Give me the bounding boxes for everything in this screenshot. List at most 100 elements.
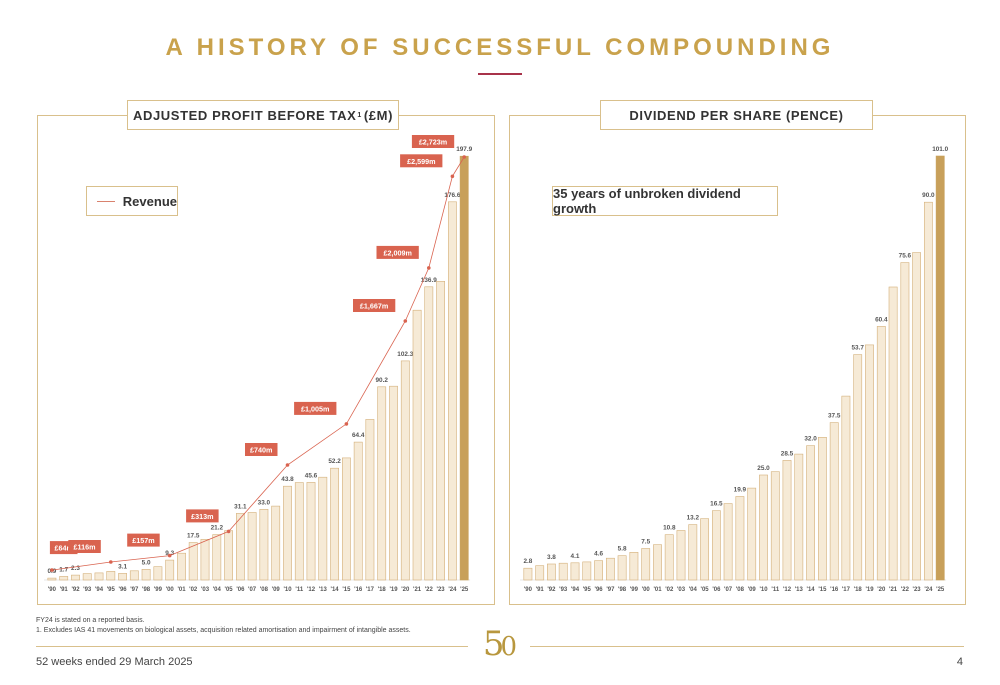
bar-profit-3 (82, 573, 92, 581)
revenue-point (403, 319, 408, 323)
revenue-callout-label: £64m (55, 544, 73, 553)
footer-rule-right (530, 646, 964, 647)
bar-profit-2 (71, 574, 80, 581)
revenue-callout-label: £1,005m (301, 404, 329, 413)
bar-value-label: 1.7 (59, 566, 68, 573)
profit-chart-title: ADJUSTED PROFIT BEFORE TAX 1 (£M) (127, 100, 399, 130)
bar-dividend-18 (735, 496, 745, 581)
x-tick-label: '11 (771, 587, 779, 593)
x-tick-label: '96 (595, 587, 604, 593)
x-tick-label: '11 (295, 587, 303, 593)
bar-value-label: 19.9 (734, 487, 747, 494)
bar-value-label: 32.0 (804, 436, 817, 443)
bar-value-label: 4.6 (594, 551, 603, 558)
x-tick-label: '98 (618, 587, 627, 593)
bar-profit-29 (389, 385, 398, 581)
bar-value-label: 136.9 (421, 277, 437, 284)
bar-dividend-15 (700, 518, 709, 581)
bar-dividend-9 (629, 551, 639, 581)
bar-value-label: 90.0 (922, 192, 935, 199)
bar-dividend-29 (865, 344, 874, 581)
x-tick-label: '23 (437, 587, 446, 593)
bar-dividend-20 (759, 474, 768, 581)
bar-profit-5 (106, 571, 116, 581)
bar-value-label: 9.3 (165, 550, 174, 557)
x-tick-label: '95 (107, 587, 116, 593)
bar-dividend-16 (711, 510, 721, 581)
bar-profit-10 (165, 559, 175, 581)
x-tick-label: '96 (119, 587, 128, 593)
page-title: A HISTORY OF SUCCESSFUL COMPOUNDING (165, 34, 835, 61)
revenue-callout-box (68, 540, 101, 553)
bar-profit-13 (200, 538, 210, 581)
x-tick-label: '13 (319, 587, 328, 593)
bar-value-label: 13.2 (687, 515, 700, 522)
bar-profit-16 (236, 513, 245, 581)
bar-dividend-17 (723, 503, 733, 581)
bar-dividend-11 (653, 544, 662, 581)
bar-dividend-3 (558, 562, 568, 581)
revenue-callout-box (294, 401, 337, 415)
x-tick-label: '18 (854, 587, 863, 593)
revenue-point (167, 553, 172, 558)
bar-dividend-28 (853, 354, 863, 581)
x-tick-label: '14 (331, 587, 340, 593)
bar-profit-28 (377, 386, 387, 581)
bar-value-label: 176.6 (444, 192, 460, 199)
bar-value-label: 197.9 (456, 146, 472, 153)
bar-dividend-27 (841, 395, 851, 581)
revenue-point (109, 560, 113, 564)
x-tick-label: '15 (342, 587, 351, 593)
bar-value-label: 102.3 (397, 351, 413, 358)
footnote-marker: 1 (357, 111, 362, 119)
bar-value-label: 64.4 (352, 432, 365, 439)
bar-value-label: 7.5 (641, 539, 650, 546)
bar-dividend-24 (806, 445, 815, 581)
revenue-callout-label: £2,599m (407, 157, 435, 166)
x-tick-label: '02 (665, 587, 674, 593)
bar-dividend-23 (794, 453, 804, 581)
dividend-annotation-text: 35 years of unbroken dividend growth (553, 186, 741, 216)
revenue-callout-label: £740m (250, 446, 272, 455)
x-tick-label: '20 (401, 587, 410, 593)
bar-profit-7 (129, 570, 139, 581)
x-tick-label: '03 (201, 587, 210, 593)
x-tick-label: '21 (889, 587, 898, 593)
revenue-point (450, 174, 455, 179)
revenue-callout-box (127, 533, 160, 547)
revenue-point (427, 266, 431, 270)
bar-dividend-5 (582, 561, 592, 581)
bar-profit-11 (177, 552, 186, 581)
bar-profit-9 (153, 566, 163, 581)
x-tick-label: '97 (130, 587, 139, 593)
x-tick-label: '12 (783, 587, 792, 593)
revenue-callout-label: £313m (191, 512, 213, 521)
bar-value-label: 43.8 (281, 476, 294, 483)
x-tick-label: '07 (724, 587, 733, 593)
bar-dividend-30 (876, 326, 886, 581)
bar-profit-4 (94, 572, 104, 581)
bar-value-label: 16.5 (710, 501, 723, 508)
x-tick-label: '04 (689, 587, 698, 593)
x-tick-label: '24 (448, 587, 457, 593)
x-tick-label: '92 (547, 587, 556, 593)
bar-dividend-34 (923, 201, 933, 581)
bar-profit-30 (400, 360, 410, 581)
x-tick-label: '25 (460, 587, 469, 593)
x-tick-label: '16 (830, 587, 839, 593)
footnote-ias41: 1. Excludes IAS 41 movements on biologic… (36, 627, 411, 634)
bar-profit-35 (459, 155, 469, 581)
revenue-callout-box (376, 245, 419, 259)
x-tick-label: '16 (354, 587, 363, 593)
x-tick-label: '10 (283, 587, 292, 593)
bar-dividend-4 (570, 562, 580, 581)
x-tick-label: '19 (389, 587, 398, 593)
bar-profit-15 (224, 530, 233, 581)
bar-value-label: 52.2 (328, 458, 341, 465)
bar-value-label: 31.1 (234, 503, 247, 510)
revenue-callout-box (400, 154, 443, 168)
x-tick-label: '04 (213, 587, 222, 593)
revenue-callout-box (245, 443, 278, 456)
dividend-chart-title: DIVIDEND PER SHARE (PENCE) (600, 100, 873, 130)
